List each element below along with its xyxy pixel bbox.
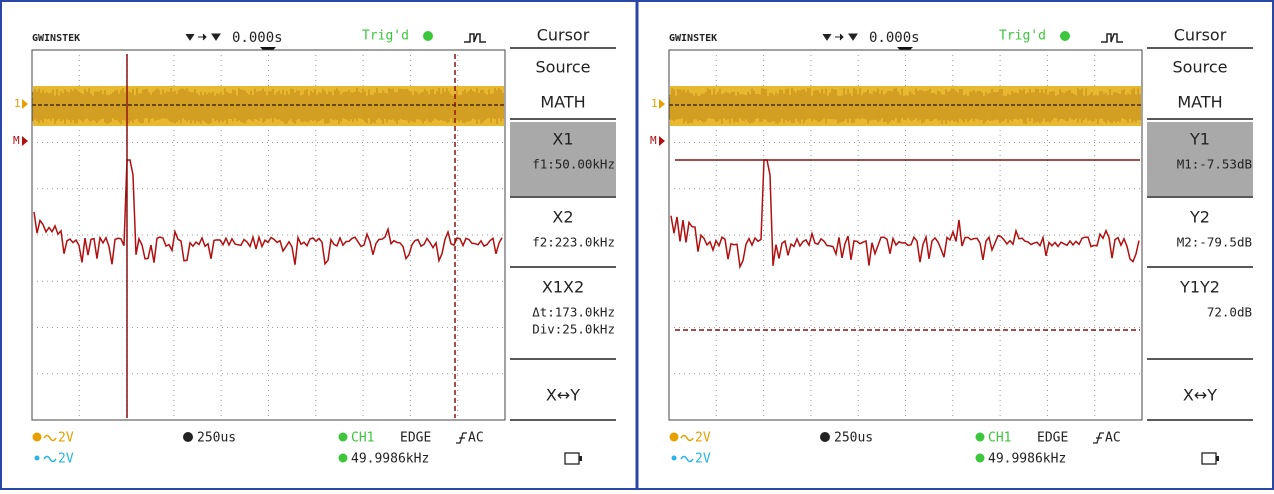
- screenshot: GWINSTEK 0.000s Trig'd 1 M Cursor Source MATH X1…: [0, 0, 1274, 490]
- timebase: 250us: [834, 431, 873, 446]
- math-marker: M: [650, 134, 657, 147]
- ch2-icon: [672, 456, 677, 461]
- usb-plug: [579, 456, 582, 461]
- coupling: AC: [1105, 431, 1121, 446]
- trig-icon: [339, 433, 348, 442]
- trigger-position: 0.000s: [232, 30, 283, 46]
- trigger-type: EDGE: [400, 431, 431, 446]
- menu-item-value: M1:-7.53dB: [1177, 157, 1252, 172]
- trigger-status: Trig'd: [999, 29, 1046, 44]
- math-marker: M: [13, 134, 20, 147]
- ch1-marker: 1: [651, 97, 658, 110]
- menu-item-value: M2:-79.5dB: [1177, 235, 1252, 250]
- freq-icon: [339, 454, 348, 463]
- trig-icon: [976, 433, 985, 442]
- ch1-icon: [33, 433, 42, 442]
- menu-item-label[interactable]: Y2: [1189, 208, 1210, 227]
- menu-item-value: Δt:173.0kHz: [532, 305, 615, 320]
- ch2-icon: [35, 456, 40, 461]
- trigger-source: CH1: [988, 431, 1011, 446]
- coupling: AC: [468, 431, 484, 446]
- trigger-source: CH1: [351, 431, 374, 446]
- menu-item-value: f1:50.00kHz: [532, 157, 615, 172]
- timebase-icon: [820, 432, 830, 442]
- timebase-icon: [183, 432, 193, 442]
- menu-source-value: MATH: [1177, 93, 1222, 112]
- ch1-scale: 2V: [58, 431, 74, 446]
- menu-source-label: Source: [536, 58, 591, 77]
- menu-item-label[interactable]: Y1Y2: [1179, 278, 1220, 297]
- menu-item-label[interactable]: X2: [552, 208, 573, 227]
- ch1-scale: 2V: [695, 431, 711, 446]
- menu-title: Cursor: [1174, 26, 1227, 45]
- trigger-status: Trig'd: [362, 29, 409, 44]
- trigger-dot: [423, 31, 433, 41]
- freq-icon: [976, 454, 985, 463]
- trigger-position: 0.000s: [869, 30, 920, 46]
- menu-item-label[interactable]: Y1: [1189, 130, 1210, 149]
- menu-item-label[interactable]: X↔Y: [546, 386, 580, 405]
- timebase: 250us: [197, 431, 236, 446]
- brand: GWINSTEK: [669, 33, 717, 44]
- ch2-scale: 2V: [695, 452, 711, 467]
- trigger-arrows: [823, 34, 857, 40]
- menu-item-label[interactable]: X↔Y: [1183, 386, 1217, 405]
- trigger-dot: [1060, 31, 1070, 41]
- frequency: 49.9986kHz: [351, 452, 429, 467]
- menu-item-value: Div:25.0kHz: [532, 322, 615, 337]
- trigger-type: EDGE: [1037, 431, 1068, 446]
- trigger-arrows: [186, 34, 220, 40]
- ch1-marker: 1: [14, 97, 21, 110]
- menu-item-value: 72.0dB: [1207, 305, 1252, 320]
- ch2-scale: 2V: [58, 452, 74, 467]
- usb-plug: [1216, 456, 1219, 461]
- menu-source-value: MATH: [540, 93, 585, 112]
- ch1-icon: [670, 433, 679, 442]
- menu-title: Cursor: [537, 26, 590, 45]
- menu-source-label: Source: [1173, 58, 1228, 77]
- menu-item-label[interactable]: X1X2: [542, 278, 584, 297]
- frequency: 49.9986kHz: [988, 452, 1066, 467]
- brand: GWINSTEK: [32, 33, 80, 44]
- menu-item-value: f2:223.0kHz: [532, 235, 615, 250]
- menu-item-label[interactable]: X1: [552, 130, 573, 149]
